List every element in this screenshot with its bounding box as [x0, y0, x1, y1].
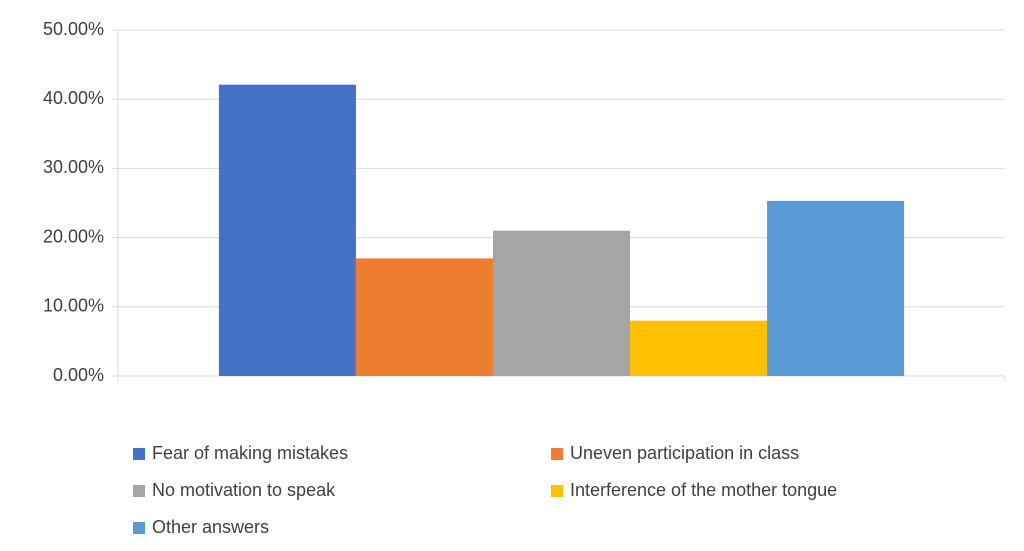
legend-swatch: [133, 522, 145, 534]
y-tick-label: 0.00%: [53, 365, 104, 385]
y-tick-label: 30.00%: [43, 157, 104, 177]
y-tick-label: 10.00%: [43, 296, 104, 316]
y-tick-label: 20.00%: [43, 226, 104, 246]
legend-label: Fear of making mistakes: [152, 443, 348, 463]
legend-label: Uneven participation in class: [570, 443, 799, 463]
legend-swatch: [551, 485, 563, 497]
bar: [630, 320, 768, 376]
legend-label: Other answers: [152, 517, 269, 537]
y-tick-label: 40.00%: [43, 88, 104, 108]
legend-swatch: [133, 448, 145, 460]
bar: [355, 258, 493, 376]
legend-swatch: [551, 448, 563, 460]
legend-label: Interference of the mother tongue: [570, 480, 837, 500]
legend-swatch: [133, 485, 145, 497]
bar: [767, 200, 905, 376]
bar: [492, 230, 631, 376]
bar: [218, 84, 356, 376]
y-tick-label: 50.00%: [43, 19, 104, 39]
legend-label: No motivation to speak: [152, 480, 336, 500]
